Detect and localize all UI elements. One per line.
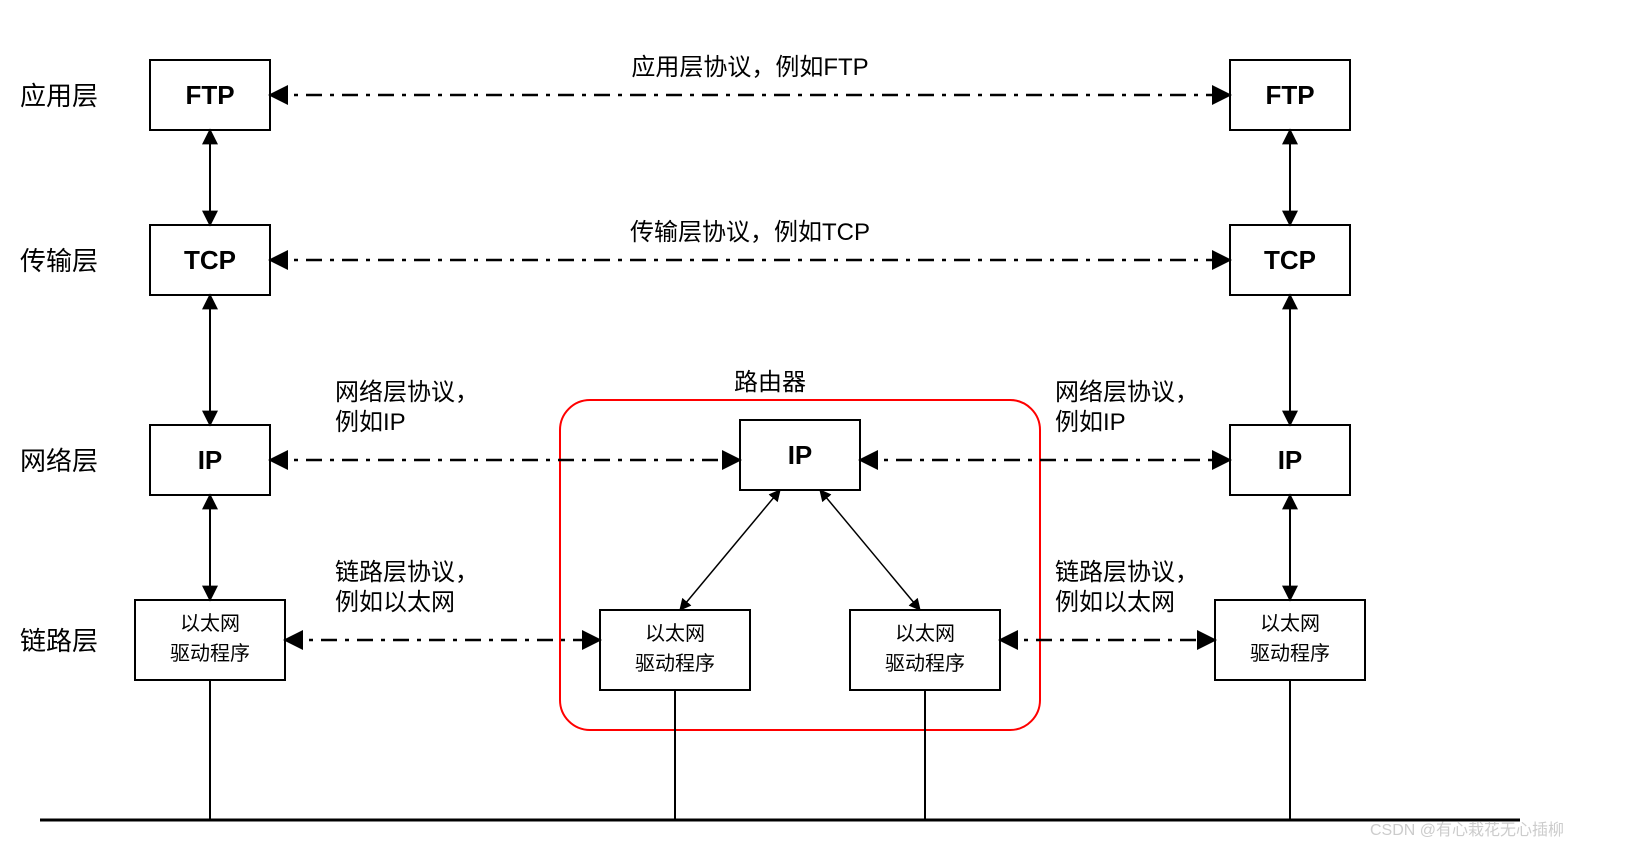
annotation-network-left-l1: 网络层协议， [335, 379, 479, 406]
box-router-eth2 [850, 610, 1000, 690]
router-title: 路由器 [734, 369, 806, 396]
box-eth-right-text1: 以太网 [1260, 612, 1320, 635]
layer-transport-label: 传输层 [20, 246, 98, 276]
annotation-link-left-l1: 链路层协议， [335, 559, 479, 586]
annotation-network-right-l1: 网络层协议， [1055, 379, 1199, 406]
annotation-link-right-l1: 链路层协议， [1055, 559, 1199, 586]
network-layers-diagram: 应用层 传输层 网络层 链路层 FTP TCP IP 以太网 驱动程序 FTP … [0, 0, 1637, 855]
box-router-eth1-text2: 驱动程序 [635, 652, 715, 675]
box-ip-left-text: IP [198, 445, 223, 475]
box-router-eth1-text1: 以太网 [645, 622, 705, 645]
annotation-app: 应用层协议，例如FTP [631, 54, 868, 81]
annotation-network-left-l2: 例如IP [335, 409, 406, 436]
box-router-eth1 [600, 610, 750, 690]
annotation-link-left-l2: 例如以太网 [335, 589, 455, 616]
box-ftp-right-text: FTP [1265, 80, 1314, 110]
layer-app-label: 应用层 [20, 81, 98, 111]
box-eth-right-text2: 驱动程序 [1250, 642, 1330, 665]
box-ftp-left-text: FTP [185, 80, 234, 110]
annotation-transport: 传输层协议，例如TCP [630, 219, 870, 246]
box-eth-left-text2: 驱动程序 [170, 642, 250, 665]
annotation-link-right-l2: 例如以太网 [1055, 589, 1175, 616]
edge-router-ip-eth2 [820, 490, 920, 610]
box-router-eth2-text2: 驱动程序 [885, 652, 965, 675]
box-tcp-right-text: TCP [1264, 245, 1316, 275]
box-eth-left [135, 600, 285, 680]
layer-network-label: 网络层 [20, 446, 98, 476]
edge-router-ip-eth1 [680, 490, 780, 610]
box-eth-right [1215, 600, 1365, 680]
annotation-network-right-l2: 例如IP [1055, 409, 1126, 436]
box-router-eth2-text1: 以太网 [895, 622, 955, 645]
layer-link-label: 链路层 [20, 626, 98, 656]
box-eth-left-text1: 以太网 [180, 612, 240, 635]
box-router-ip-text: IP [788, 440, 813, 470]
watermark: CSDN @有心栽花无心插柳 [1370, 821, 1564, 839]
box-ip-right-text: IP [1278, 445, 1303, 475]
box-tcp-left-text: TCP [184, 245, 236, 275]
